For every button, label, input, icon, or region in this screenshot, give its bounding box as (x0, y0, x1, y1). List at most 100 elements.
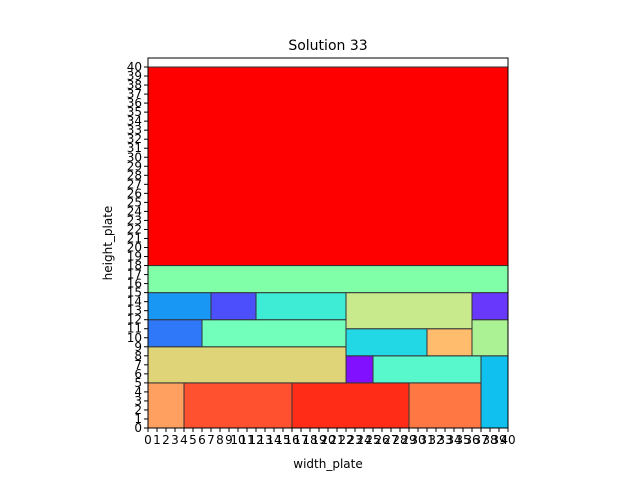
x-axis-label: width_plate (293, 457, 362, 471)
y-tick-label: 39 (127, 69, 142, 83)
x-tick-label: 26 (374, 433, 389, 447)
x-tick-label: 20 (320, 433, 335, 447)
y-tick-label: 31 (127, 141, 142, 155)
y-tick-label: 9 (134, 340, 142, 354)
packed-rectangle-8 (345, 328, 428, 357)
packed-rectangle-3 (408, 382, 482, 429)
y-tick-label: 27 (127, 177, 142, 191)
x-tick-label: 23 (347, 433, 362, 447)
y-tick-label: 35 (127, 105, 142, 119)
packed-rectangle-0 (147, 382, 185, 429)
x-tick-label: 39 (491, 433, 506, 447)
packed-rectangle-5 (147, 346, 347, 384)
x-tick-label: 21 (329, 433, 344, 447)
x-tick-label: 22 (338, 433, 353, 447)
x-tick-label: 5 (189, 433, 197, 447)
x-tick-label: 38 (482, 433, 497, 447)
x-tick-label: 19 (311, 433, 326, 447)
x-tick-label: 8 (216, 433, 224, 447)
y-tick-label: 37 (127, 87, 142, 101)
x-tick-label: 11 (239, 433, 254, 447)
x-tick-label: 9 (225, 433, 233, 447)
y-tick-label: 10 (127, 331, 142, 345)
chart-title: Solution 33 (288, 38, 367, 54)
packed-rectangle-14 (147, 292, 212, 321)
x-tick-label: 40 (500, 433, 515, 447)
packed-rectangle-2 (291, 382, 410, 429)
y-tick-label: 7 (134, 358, 142, 372)
x-tick-label: 25 (365, 433, 380, 447)
x-tick-label: 14 (266, 433, 281, 447)
y-tick-label: 11 (127, 322, 142, 336)
y-tick-label: 21 (127, 231, 142, 245)
x-tick-label: 16 (284, 433, 299, 447)
packed-rectangle-10 (471, 319, 509, 357)
packed-rectangle-17 (471, 292, 509, 321)
y-tick-label: 38 (127, 78, 142, 92)
x-tick-label: 29 (401, 433, 416, 447)
x-tick-label: 4 (180, 433, 188, 447)
y-axis-ticks: 0123456789101112131415161718192021222324… (127, 60, 148, 435)
y-tick-label: 19 (127, 250, 142, 264)
x-tick-label: 24 (356, 433, 371, 447)
packed-rectangle-11 (147, 319, 203, 348)
x-tick-label: 12 (248, 433, 263, 447)
y-tick-label: 14 (127, 295, 142, 309)
x-tick-label: 15 (275, 433, 290, 447)
y-tick-label: 33 (127, 123, 142, 137)
y-tick-label: 32 (127, 132, 142, 146)
y-tick-label: 1 (134, 412, 142, 426)
x-tick-label: 2 (162, 433, 170, 447)
y-tick-label: 5 (134, 376, 142, 390)
x-tick-label: 3 (171, 433, 179, 447)
x-tick-label: 36 (464, 433, 479, 447)
packed-rectangle-16 (255, 292, 347, 321)
packed-rectangle-6 (345, 355, 374, 384)
y-tick-label: 40 (127, 60, 142, 74)
x-tick-label: 13 (257, 433, 272, 447)
packed-rectangle-1 (183, 382, 293, 429)
x-tick-label: 10 (230, 433, 245, 447)
x-tick-label: 35 (455, 433, 470, 447)
x-tick-label: 17 (293, 433, 308, 447)
x-tick-label: 18 (302, 433, 317, 447)
y-tick-label: 18 (127, 259, 142, 273)
x-tick-label: 28 (392, 433, 407, 447)
y-tick-label: 24 (127, 204, 142, 218)
x-tick-label: 1 (153, 433, 161, 447)
y-tick-label: 6 (134, 367, 142, 381)
y-tick-label: 4 (134, 385, 142, 399)
y-tick-label: 23 (127, 213, 142, 227)
x-tick-label: 34 (446, 433, 461, 447)
x-tick-label: 37 (473, 433, 488, 447)
y-tick-label: 30 (127, 150, 142, 164)
packed-rectangle-9 (426, 328, 473, 357)
packed-rectangle-18 (147, 265, 509, 294)
y-tick-label: 16 (127, 277, 142, 291)
packed-rectangle-19 (147, 66, 509, 267)
y-tick-label: 36 (127, 96, 142, 110)
x-tick-label: 32 (428, 433, 443, 447)
y-tick-label: 8 (134, 349, 142, 363)
x-tick-label: 0 (144, 433, 152, 447)
x-tick-label: 33 (437, 433, 452, 447)
x-tick-label: 31 (419, 433, 434, 447)
y-tick-label: 20 (127, 241, 142, 255)
y-tick-label: 15 (127, 286, 142, 300)
y-tick-label: 22 (127, 222, 142, 236)
packed-rectangle-15 (210, 292, 257, 321)
y-tick-label: 25 (127, 195, 142, 209)
x-tick-label: 30 (410, 433, 425, 447)
y-tick-label: 0 (134, 421, 142, 435)
x-tick-label: 27 (383, 433, 398, 447)
x-tick-label: 7 (207, 433, 215, 447)
y-axis-label: height_plate (101, 206, 115, 281)
y-tick-label: 2 (134, 403, 142, 417)
y-tick-label: 28 (127, 168, 142, 182)
y-tick-label: 34 (127, 114, 142, 128)
y-tick-label: 13 (127, 304, 142, 318)
packed-rectangle-4 (480, 355, 509, 429)
x-tick-label: 6 (198, 433, 206, 447)
packed-rectangle-13 (345, 292, 473, 330)
